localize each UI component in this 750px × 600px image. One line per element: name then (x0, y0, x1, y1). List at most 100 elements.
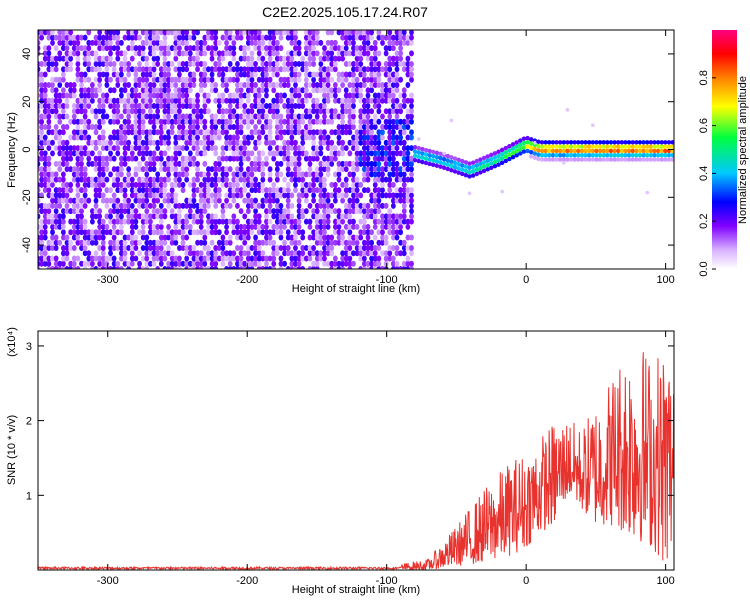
spectrogram-cell (148, 118, 153, 125)
spectrogram-cell (383, 266, 389, 269)
spectrogram-cell (238, 103, 244, 110)
spectrogram-cell (191, 213, 197, 220)
spectrogram-cell (311, 118, 316, 125)
spectrogram-cell (274, 134, 280, 141)
spectrogram-cell (79, 160, 84, 167)
spectrogram-cell (293, 171, 298, 178)
spectrogram-cell (166, 103, 171, 110)
spectrogram-cell (173, 181, 179, 188)
spectrogram-cell (46, 171, 52, 178)
spectrogram-cell (75, 171, 81, 178)
spectrogram-cell (645, 157, 650, 162)
spectrogram-cell (42, 208, 48, 215)
spectrogram-cell (238, 34, 244, 41)
spectrogram-cell (191, 250, 197, 257)
spectrogram-cell (264, 255, 269, 262)
spectrogram-cell (605, 144, 610, 149)
spectrogram-cell (336, 192, 342, 199)
spectrogram-cell (380, 234, 385, 241)
spectrogram-cell (140, 145, 146, 152)
spectrogram-cell (616, 148, 621, 154)
spectrogram-cell (245, 45, 251, 52)
spectrogram-cell (285, 197, 291, 204)
spectrogram-cell (235, 202, 240, 209)
spectrogram-cell (158, 239, 164, 246)
spectrogram-cell (296, 176, 302, 183)
spectrogram-cell (133, 208, 139, 215)
spectrogram-cell (293, 50, 298, 57)
spectrogram-cell (202, 129, 208, 136)
spectrogram-cell (303, 60, 309, 67)
spectrogram-cell (583, 153, 588, 158)
spectrogram-cell (177, 171, 182, 178)
spectrogram-cell (264, 160, 269, 167)
spectrogram-cell (572, 140, 577, 145)
spectrogram-cell (148, 181, 153, 188)
spectrogram-cell (173, 34, 179, 41)
spectrogram-cell (336, 124, 342, 131)
spectrogram-cell (42, 234, 48, 241)
spectrogram-cell (140, 30, 146, 36)
spectrogram-cell (144, 213, 150, 220)
spectrogram-cell (140, 87, 146, 94)
spectrogram-cell (169, 81, 175, 88)
spectrogram-cell (198, 171, 204, 178)
spectrogram-cell (216, 187, 222, 194)
spectrogram-cell (39, 255, 45, 262)
spectrogram-cell (641, 157, 646, 162)
spectrogram-cell (144, 97, 150, 104)
spectrogram-cell (278, 66, 284, 73)
spectrogram-cell (311, 244, 316, 251)
spectrogram-cell (148, 103, 153, 110)
spectrogram-cell (57, 34, 63, 41)
spectrogram-cell (46, 166, 52, 173)
spectrogram-cell (50, 103, 55, 110)
spectrogram-cell (318, 55, 324, 62)
spectrogram-cell (401, 39, 407, 46)
spectrogram-cell (260, 160, 266, 167)
spectrogram-cell (343, 187, 349, 194)
spectrogram-cell (354, 192, 360, 199)
spectrogram-cell (452, 169, 458, 174)
spectrogram-cell (162, 266, 168, 269)
spectrogram-cell (75, 150, 81, 157)
spectrogram-cell (329, 60, 335, 67)
spectrogram-cell (369, 145, 375, 152)
spectrogram-cell (322, 166, 327, 173)
spectrogram-cell (383, 239, 389, 246)
spectrogram-cell (75, 60, 81, 67)
spectrogram-cell (158, 244, 164, 251)
spectrogram-cell (97, 176, 103, 183)
spectrogram-cell (177, 103, 182, 110)
spectrogram-cell (387, 108, 393, 115)
spectrogram-cell (129, 34, 135, 41)
spectrogram-cell (354, 181, 360, 188)
spectrogram-cell (169, 160, 175, 167)
spectrogram-cell (235, 223, 240, 230)
spectrogram-cell (220, 124, 226, 131)
spectrogram-cell (104, 139, 110, 146)
spectrogram-cell (122, 108, 128, 115)
snr-x-tick-label: 0 (523, 575, 529, 587)
spectrogram-cell (267, 124, 273, 131)
spectrogram-cell (144, 218, 150, 225)
spectrogram-cell (216, 197, 222, 204)
spectrogram-cell (162, 97, 168, 104)
spectrogram-cell (576, 157, 581, 162)
spectrogram-cell (68, 145, 74, 152)
spectrogram-cell (148, 139, 153, 146)
spectrogram-cell (256, 66, 262, 73)
spectrogram-cell (300, 145, 306, 152)
spectrogram-cell (260, 124, 266, 131)
spectrogram-cell (390, 192, 396, 199)
spectrogram-cell (97, 81, 103, 88)
spectrogram-cell (383, 66, 389, 73)
spectrogram-cell (358, 45, 364, 52)
spectrogram-cell (169, 92, 175, 99)
spectrogram-cell (336, 45, 342, 52)
spectrogram-cell (372, 181, 378, 188)
spectrogram-cell (314, 30, 320, 36)
spectrogram-cell (89, 239, 95, 246)
spectrogram-cell (361, 250, 367, 257)
spectrogram-cell (619, 157, 625, 162)
